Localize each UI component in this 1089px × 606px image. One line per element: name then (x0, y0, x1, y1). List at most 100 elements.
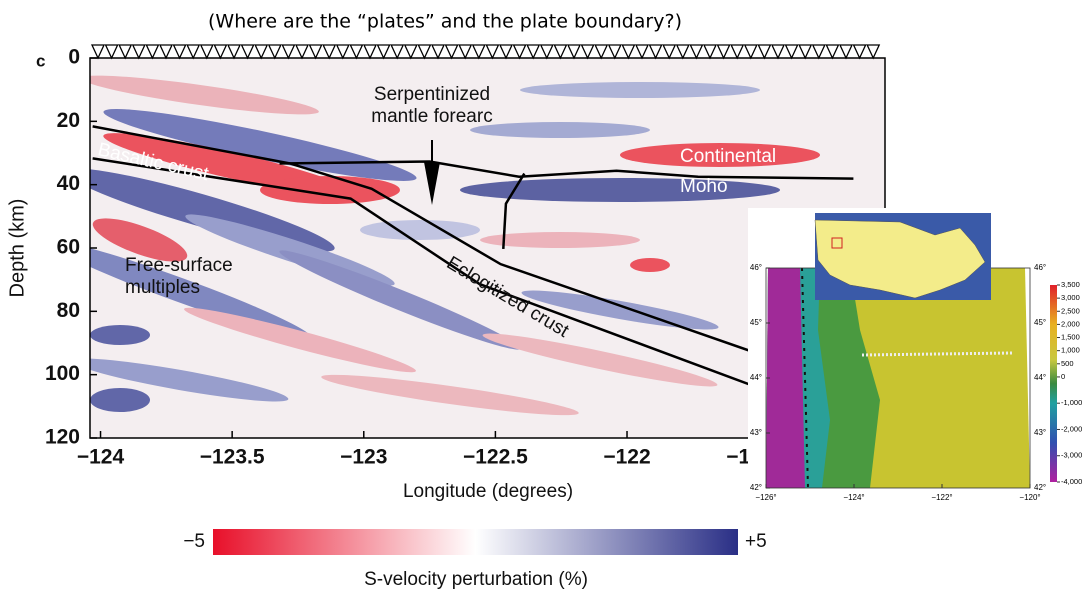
elevation-label: -1,000 (1061, 398, 1082, 407)
annotation: Free-surface (125, 255, 233, 276)
station (485, 44, 500, 60)
x-tick-label: −122.5 (463, 446, 528, 469)
station (743, 44, 758, 60)
annotation: multiples (125, 277, 200, 298)
station (689, 44, 704, 60)
station (199, 44, 214, 60)
panel-label: c (36, 51, 45, 70)
lat-label: 46° (750, 263, 762, 272)
station (784, 44, 799, 60)
station (471, 44, 486, 60)
station (403, 44, 418, 60)
station (240, 44, 255, 60)
station (539, 44, 554, 60)
stations (90, 44, 881, 60)
station (866, 44, 881, 60)
station (798, 44, 813, 60)
station (662, 44, 677, 60)
elevation-label: 2,000 (1061, 319, 1080, 328)
station (716, 44, 731, 60)
station (512, 44, 527, 60)
colorbar-max: +5 (745, 531, 767, 552)
lat-label: 42° (750, 483, 762, 492)
station (335, 44, 350, 60)
interpretation-line (502, 172, 526, 250)
station (580, 44, 595, 60)
station (730, 44, 745, 60)
x-tick-label: −123 (340, 446, 387, 469)
station (458, 44, 473, 60)
elevation-label: 3,500 (1061, 280, 1080, 289)
elevation-label: 500 (1061, 359, 1074, 368)
arrow (424, 162, 440, 205)
colorbar-label: S-velocity perturbation (%) (364, 569, 588, 590)
interpretation-line (92, 125, 886, 399)
station-line (861, 351, 1013, 357)
y-tick-label: 60 (57, 236, 80, 259)
y-tick-label: 100 (45, 362, 80, 385)
station (90, 44, 106, 60)
annotation: Serpentinized (374, 84, 490, 105)
station (104, 44, 119, 60)
station (648, 44, 663, 60)
station (145, 44, 160, 60)
lat-label: 43° (750, 428, 762, 437)
station (322, 44, 337, 60)
elevation-label: 0 (1061, 372, 1065, 381)
x-tick-label: −124 (77, 446, 125, 469)
interpretation-line (92, 157, 886, 437)
station (566, 44, 582, 60)
station (675, 44, 690, 60)
title: (Where are the “plates” and the plate bo… (208, 11, 682, 33)
annotation: mantle forearc (371, 106, 492, 127)
lon-label: −124° (843, 493, 864, 502)
elevation-label: -4,000 (1061, 477, 1082, 486)
lon-label: −126° (755, 493, 776, 502)
station (757, 44, 772, 60)
lon-label: −120° (1019, 493, 1040, 502)
station (702, 44, 718, 60)
station (186, 44, 201, 60)
station (444, 44, 459, 60)
lat-label: 42° (1034, 483, 1046, 492)
annotation: Moho (680, 176, 728, 197)
station (226, 44, 242, 60)
lat-label: 44° (750, 373, 762, 382)
lat-label: 45° (750, 318, 762, 327)
station (349, 44, 364, 60)
lat-label: 45° (1034, 318, 1046, 327)
station (417, 44, 432, 60)
station (267, 44, 282, 60)
inset-axes: 46° 46°45° 45°44° 44°43° 43°42° 42°−126° −124°… (750, 263, 1082, 502)
elevation-label: 1,000 (1061, 346, 1080, 355)
colorbar (213, 529, 738, 555)
station (811, 44, 826, 60)
study-box (831, 237, 843, 249)
y-tick-label: 80 (57, 299, 80, 322)
station (362, 44, 378, 60)
station (172, 44, 187, 60)
station (294, 44, 310, 60)
elevation-label: 3,000 (1061, 293, 1080, 302)
station (621, 44, 636, 60)
elevation-label: -3,000 (1061, 451, 1082, 460)
x-tick-label: −123.5 (200, 446, 265, 469)
station (118, 44, 133, 60)
station (254, 44, 269, 60)
section-texture (90, 58, 885, 438)
plot: −124−123.5−123−122.5−122−121.50204060801… (45, 46, 886, 469)
elevation-label: -2,000 (1061, 424, 1082, 433)
station (553, 44, 568, 60)
station (838, 44, 854, 60)
station (594, 44, 609, 60)
station (852, 44, 867, 60)
station (281, 44, 296, 60)
x-axis-label: Longitude (degrees) (403, 481, 573, 502)
station (158, 44, 174, 60)
station (430, 44, 446, 60)
station (526, 44, 541, 60)
elevation-bar (1050, 285, 1057, 482)
station (390, 44, 405, 60)
